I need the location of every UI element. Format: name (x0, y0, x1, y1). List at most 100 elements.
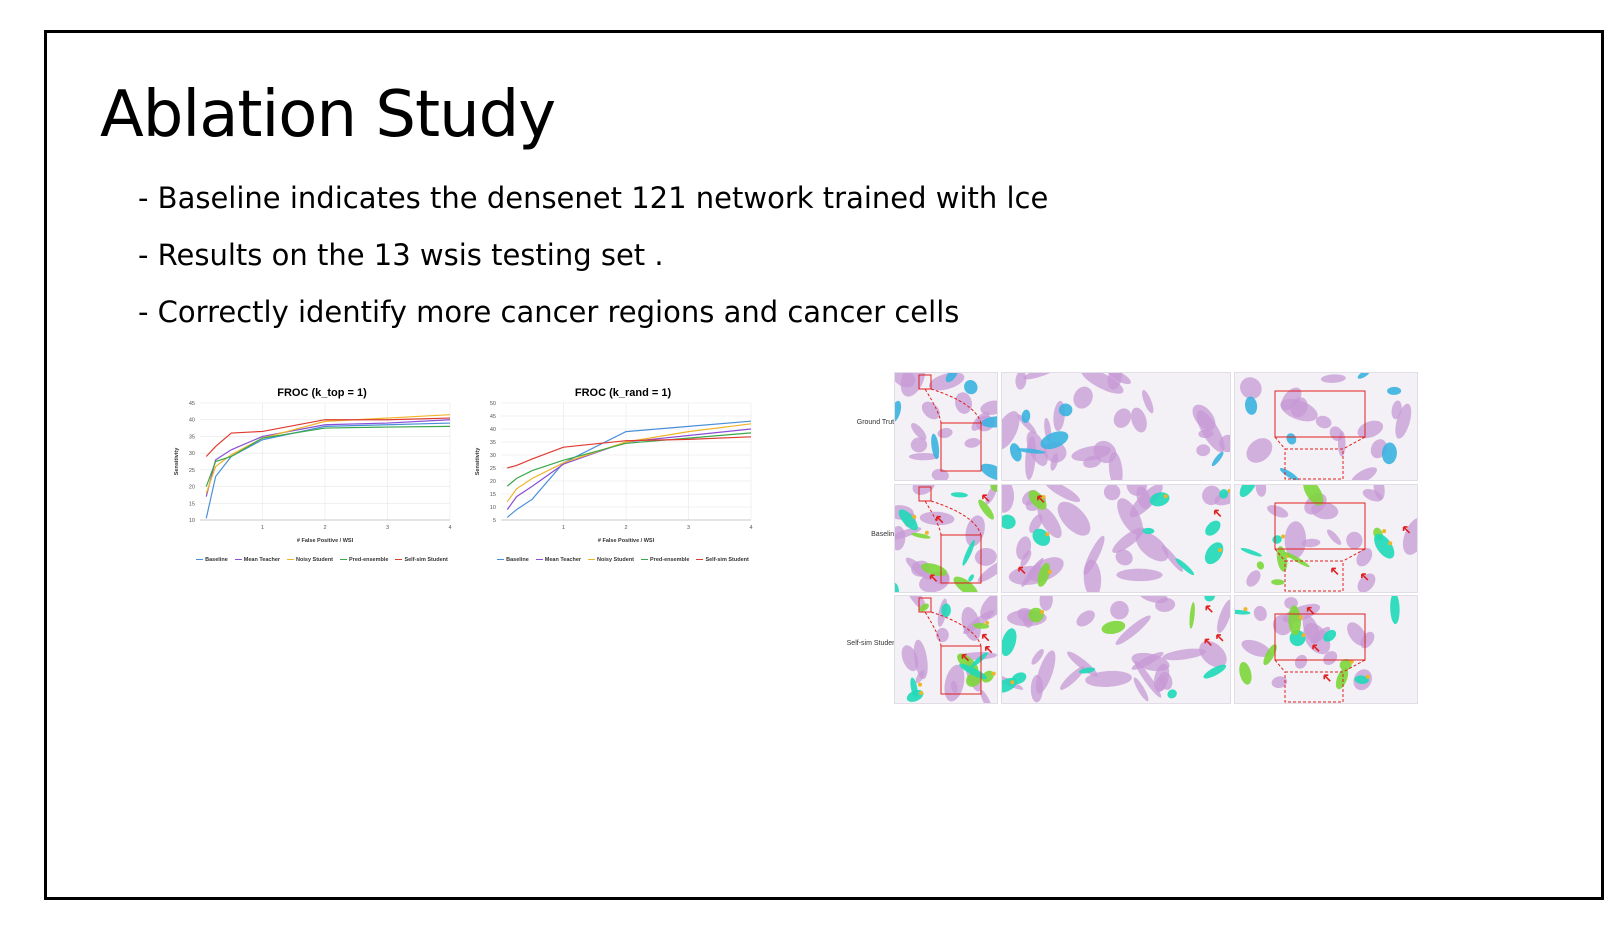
cancer-region-mark (951, 492, 968, 498)
row-label-baseline: Baseline (838, 531, 898, 538)
x-tick-label: 4 (749, 525, 752, 531)
cancer-region-mark (1390, 596, 1400, 624)
wsi-tissue-image (1002, 596, 1230, 703)
cancer-region-mark (1002, 513, 1017, 531)
wsi-tile (1234, 595, 1418, 704)
cancer-cell-mark (918, 683, 922, 687)
tissue-blob (1252, 604, 1269, 622)
cancer-region-mark (1244, 396, 1258, 416)
legend-item-noisy-student: Noisy Student (287, 557, 333, 563)
tissue-blob (1242, 433, 1278, 468)
y-axis-label: Sensitivity (174, 447, 180, 475)
wsi-tissue-image (895, 373, 997, 480)
tissue-blob (937, 427, 954, 439)
tissue-blob (1293, 653, 1310, 671)
legend-label: Baseline (205, 557, 228, 563)
tissue-blob (1128, 406, 1149, 435)
tissue-blob (1022, 373, 1057, 382)
froc-chart-krand-svg: FROC (k_rand = 1)51015202530354045501 2 3 4… (473, 385, 773, 555)
legend-swatch (340, 559, 347, 561)
y-tick-label: 10 (189, 518, 195, 524)
legend-swatch (536, 559, 543, 561)
legend-item-mean-teacher: Mean Teacher (536, 557, 581, 563)
y-tick-label: 30 (490, 453, 496, 459)
arrow-marker (1324, 675, 1330, 681)
x-axis-label: # False Positive / WSI (297, 538, 354, 544)
cancer-region-mark (1189, 602, 1196, 629)
legend-item-baseline: Baseline (497, 557, 529, 563)
tissue-blob (931, 468, 950, 480)
row-label-self-sim-student: Self-sim Student (838, 640, 898, 647)
chart-legend: Baseline Mean Teacher Noisy Student Pred-en… (473, 557, 773, 563)
y-tick-label: 35 (189, 434, 195, 440)
tissue-blob (962, 513, 988, 548)
cancer-cell-mark (912, 515, 916, 519)
legend-label: Self-sim Student (705, 557, 748, 563)
cancer-region-mark (1237, 661, 1254, 686)
wsi-tile (1001, 595, 1231, 704)
wsi-tile (894, 595, 998, 704)
cancer-region-mark (1240, 546, 1263, 558)
wsi-tile (1001, 484, 1231, 593)
cancer-region-mark (1272, 534, 1283, 544)
chart-title: FROC (k_top = 1) (277, 387, 367, 399)
wsi-tissue-image (895, 485, 997, 592)
legend-swatch (696, 559, 703, 561)
legend-label: Baseline (506, 557, 529, 563)
tissue-blob (978, 688, 995, 703)
x-tick-label: 3 (386, 525, 389, 531)
legend-label: Noisy Student (296, 557, 333, 563)
legend-swatch (235, 559, 242, 561)
tissue-blob (1345, 530, 1364, 550)
legend-label: Self-sim Student (404, 557, 447, 563)
y-tick-label: 40 (490, 427, 496, 433)
tissue-blob (1265, 503, 1290, 521)
cancer-region-mark (1235, 609, 1251, 615)
x-tick-label: 3 (687, 525, 690, 531)
legend-swatch (287, 559, 294, 561)
tissue-blob (1196, 444, 1211, 457)
wsi-tissue-image (1235, 485, 1417, 592)
cancer-cell-mark (992, 672, 996, 676)
arrow-marker (1217, 635, 1223, 641)
x-tick-label: 2 (323, 525, 326, 531)
y-tick-label: 40 (189, 418, 195, 424)
wsi-tile (894, 372, 998, 481)
y-tick-label: 45 (189, 401, 195, 407)
cancer-cell-mark (1281, 535, 1285, 539)
tissue-blob (964, 437, 981, 449)
legend-swatch (395, 559, 402, 561)
y-tick-label: 30 (189, 451, 195, 457)
y-tick-label: 20 (189, 485, 195, 491)
cancer-region-mark (1333, 666, 1350, 690)
cancer-region-mark (1100, 619, 1126, 636)
legend-item-mean-teacher: Mean Teacher (235, 557, 280, 563)
wsi-tissue-image (895, 596, 997, 703)
cancer-cell-mark (1040, 610, 1044, 614)
arrow-marker (1215, 510, 1221, 516)
roi-box (1285, 672, 1343, 702)
tissue-blob (1255, 485, 1267, 497)
tissue-blob (1057, 664, 1087, 693)
legend-item-self-sim-student: Self-sim Student (696, 557, 748, 563)
legend-item-pred-ensemble: Pred-ensemble (340, 557, 388, 563)
cancer-cell-mark (1218, 548, 1222, 552)
tissue-blob (1014, 535, 1034, 562)
legend-item-baseline: Baseline (196, 557, 228, 563)
wsi-tissue-image (1235, 373, 1417, 480)
legend-label: Pred-ensemble (650, 557, 689, 563)
cancer-region-mark (1285, 432, 1298, 446)
cancer-cell-mark (1299, 615, 1303, 619)
tissue-blob (895, 526, 906, 551)
series-line-baseline (206, 423, 450, 518)
tissue-blob (1349, 464, 1380, 480)
tissue-blob (1015, 373, 1028, 390)
legend-swatch (497, 559, 504, 561)
bullet-list: - Baseline indicates the densenet 121 ne… (138, 170, 1048, 341)
wsi-tissue-image (1002, 485, 1230, 592)
froc-chart-ktop: FROC (k_top = 1) 10 15 20 25 30 35 40 45 1 2 3 4 # Fa… (172, 385, 472, 570)
wsi-tissue-image (1002, 373, 1230, 480)
tissue-blob (1070, 383, 1096, 411)
legend-swatch (588, 559, 595, 561)
tissue-blob (1398, 514, 1417, 558)
